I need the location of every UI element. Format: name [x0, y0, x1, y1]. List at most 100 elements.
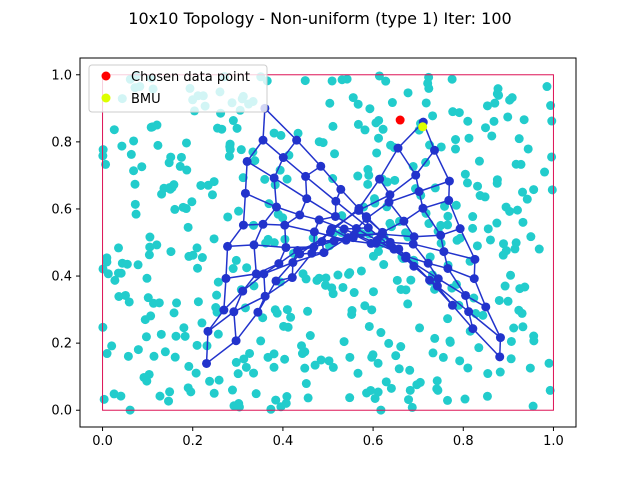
som-node: [425, 275, 435, 285]
data-point: [157, 189, 167, 199]
data-point: [109, 389, 119, 399]
data-point: [518, 187, 528, 197]
som-edge: [273, 177, 308, 200]
som-node: [469, 274, 479, 284]
data-point: [365, 104, 375, 114]
data-point: [492, 218, 502, 228]
som-edge: [413, 243, 445, 253]
data-point: [463, 116, 473, 126]
data-point: [172, 298, 182, 308]
legend-box: [88, 64, 268, 113]
som-edge: [223, 278, 227, 311]
som-edge: [415, 149, 436, 176]
data-point: [544, 358, 554, 368]
data-point: [141, 332, 151, 342]
data-point: [142, 273, 152, 283]
som-node: [433, 274, 443, 284]
som-node: [251, 269, 261, 279]
data-point: [376, 328, 386, 338]
som-node: [432, 281, 442, 291]
data-point: [133, 260, 143, 270]
data-point: [469, 293, 479, 303]
som-edge: [244, 161, 248, 194]
data-point: [123, 351, 133, 361]
data-point: [494, 295, 504, 305]
som-edge: [306, 198, 336, 218]
som-node: [319, 248, 329, 258]
data-point: [362, 388, 372, 398]
data-point: [272, 308, 282, 318]
data-point: [499, 239, 509, 249]
data-point: [390, 175, 400, 185]
som-node: [354, 204, 364, 214]
som-edge: [233, 311, 237, 341]
y-tick-label: 1.0: [51, 68, 72, 83]
data-point: [271, 395, 281, 405]
som-node: [385, 237, 395, 247]
legend-chosen-label: Chosen data point: [131, 70, 250, 85]
som-node: [274, 259, 284, 269]
som-edge: [284, 224, 315, 233]
data-point: [547, 152, 557, 162]
som-node: [464, 307, 474, 317]
data-point: [506, 336, 516, 346]
data-point: [171, 331, 181, 341]
data-point: [528, 401, 538, 411]
data-point: [525, 363, 535, 373]
som-edge: [382, 233, 415, 238]
data-point: [153, 140, 163, 150]
data-point: [110, 275, 120, 285]
data-point: [436, 220, 446, 230]
data-point: [468, 223, 478, 233]
data-point: [113, 268, 123, 278]
data-point: [460, 169, 470, 179]
data-point: [156, 329, 166, 339]
som-node: [301, 171, 311, 181]
data-point: [489, 116, 499, 126]
som-node: [309, 227, 319, 237]
data-point: [463, 363, 473, 373]
data-point: [505, 95, 515, 105]
som-node: [363, 223, 373, 233]
data-point: [187, 197, 197, 207]
data-point: [266, 404, 276, 414]
data-point: [433, 385, 443, 395]
data-point: [363, 179, 373, 189]
data-point: [282, 174, 292, 184]
data-point: [297, 349, 307, 359]
data-point: [231, 255, 241, 265]
data-point: [193, 297, 203, 307]
som-node: [366, 238, 376, 248]
y-tick-label: 0.2: [51, 337, 72, 352]
data-point: [279, 321, 289, 331]
data-point: [250, 156, 260, 166]
data-point: [455, 233, 465, 243]
data-point: [424, 72, 434, 82]
som-edge: [418, 180, 450, 193]
som-node: [329, 236, 339, 246]
data-point: [436, 142, 446, 152]
som-edge: [253, 244, 258, 274]
data-point: [269, 128, 279, 138]
som-edge: [389, 174, 417, 196]
data-point: [368, 287, 378, 297]
som-edge: [205, 331, 209, 364]
data-point: [241, 362, 251, 372]
som-node: [259, 269, 269, 279]
data-point: [472, 241, 482, 251]
som-node: [430, 145, 440, 155]
som-node: [444, 195, 454, 205]
data-point: [242, 263, 252, 273]
som-node: [221, 273, 231, 283]
data-point: [386, 383, 396, 393]
data-point: [239, 354, 249, 364]
data-point: [154, 298, 164, 308]
data-point: [506, 354, 516, 364]
data-point: [324, 356, 334, 366]
data-point: [169, 180, 179, 190]
data-point: [506, 270, 516, 280]
som-node: [242, 156, 252, 166]
data-point: [191, 368, 201, 378]
som-node: [238, 220, 248, 230]
data-point: [353, 119, 363, 129]
